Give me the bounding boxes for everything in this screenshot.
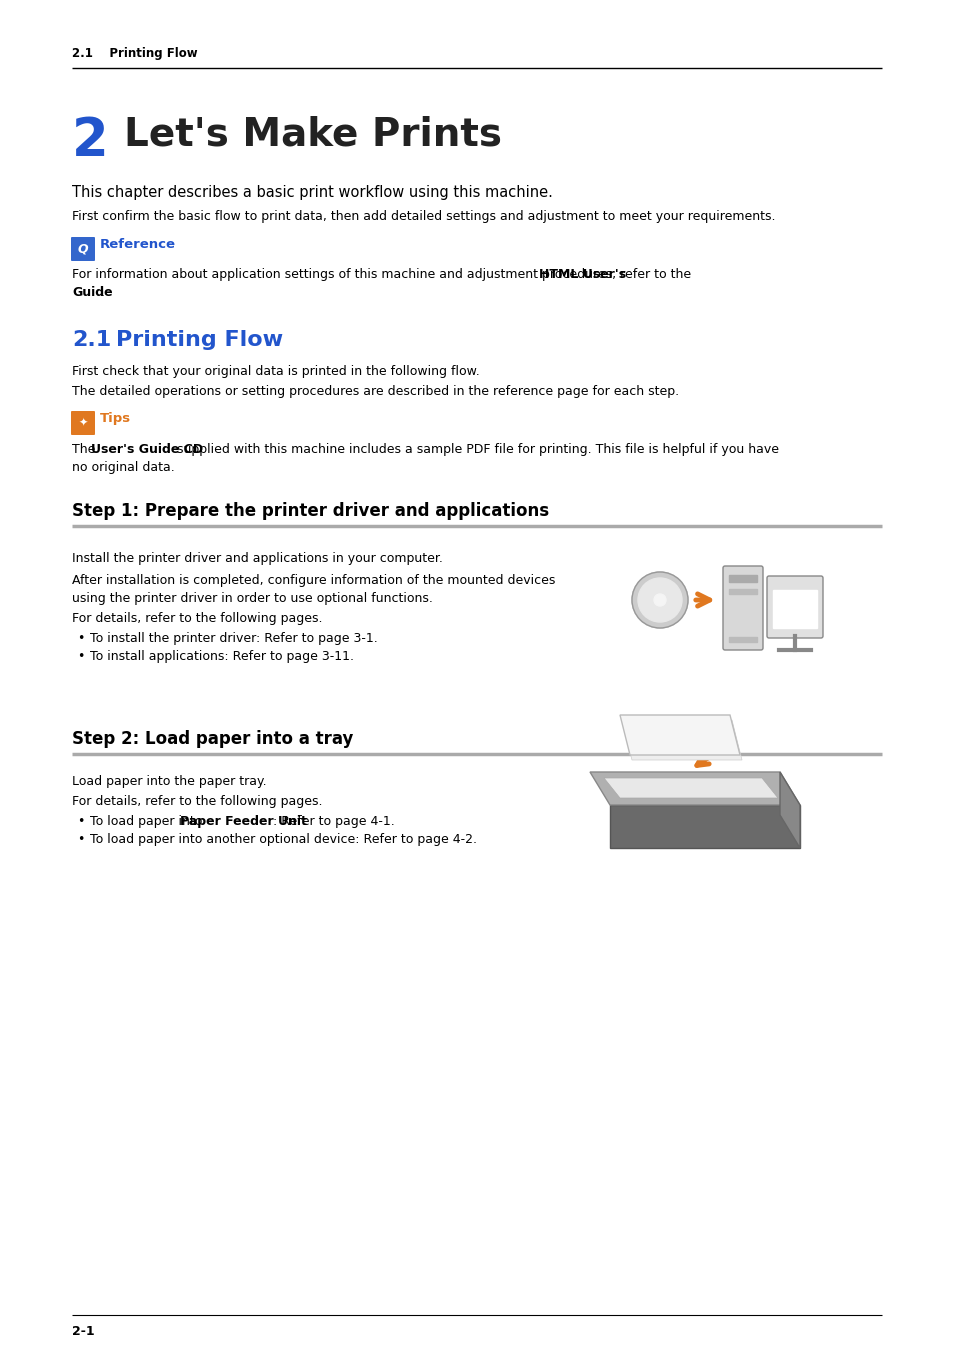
Text: 2: 2 — [71, 115, 109, 167]
Text: supplied with this machine includes a sample PDF file for printing. This file is: supplied with this machine includes a sa… — [173, 443, 779, 456]
Text: ✦: ✦ — [78, 418, 88, 428]
Bar — [728, 637, 757, 643]
Circle shape — [631, 572, 687, 628]
Text: •: • — [77, 632, 84, 645]
Text: •: • — [77, 815, 84, 828]
Text: The: The — [71, 443, 99, 456]
Text: •: • — [77, 833, 84, 846]
Text: Install the printer driver and applications in your computer.: Install the printer driver and applicati… — [71, 552, 442, 566]
Text: For details, refer to the following pages.: For details, refer to the following page… — [71, 612, 322, 625]
Polygon shape — [621, 720, 741, 760]
Polygon shape — [609, 805, 800, 848]
Bar — [728, 575, 757, 582]
Text: : Refer to page 4-1.: : Refer to page 4-1. — [273, 815, 395, 828]
Text: To load paper into another optional device: Refer to page 4-2.: To load paper into another optional devi… — [90, 833, 476, 846]
Text: •: • — [77, 649, 84, 663]
Text: Q: Q — [77, 243, 89, 255]
Circle shape — [654, 594, 665, 606]
Polygon shape — [619, 716, 740, 755]
Circle shape — [638, 578, 681, 622]
Text: Printing Flow: Printing Flow — [116, 329, 283, 350]
Text: After installation is completed, configure information of the mounted devices: After installation is completed, configu… — [71, 574, 555, 587]
Text: Tips: Tips — [100, 412, 131, 425]
Text: Guide: Guide — [71, 286, 112, 298]
Bar — [772, 590, 816, 628]
Text: Step 2: Load paper into a tray: Step 2: Load paper into a tray — [71, 730, 353, 748]
Text: User's Guide CD: User's Guide CD — [91, 443, 203, 456]
Text: HTML User's: HTML User's — [538, 269, 626, 281]
Text: This chapter describes a basic print workflow using this machine.: This chapter describes a basic print wor… — [71, 185, 553, 200]
FancyBboxPatch shape — [722, 566, 762, 649]
Text: Load paper into the paper tray.: Load paper into the paper tray. — [71, 775, 266, 788]
FancyBboxPatch shape — [766, 576, 822, 639]
Text: For details, refer to the following pages.: For details, refer to the following page… — [71, 795, 322, 809]
Bar — [728, 589, 757, 594]
Text: To install the printer driver: Refer to page 3-1.: To install the printer driver: Refer to … — [90, 632, 377, 645]
FancyBboxPatch shape — [71, 238, 95, 261]
Text: Let's Make Prints: Let's Make Prints — [124, 115, 501, 153]
Text: 2-1: 2-1 — [71, 1324, 94, 1338]
Text: .: . — [101, 286, 105, 298]
Text: First check that your original data is printed in the following flow.: First check that your original data is p… — [71, 364, 479, 378]
Text: For information about application settings of this machine and adjustment proced: For information about application settin… — [71, 269, 695, 281]
Text: To load paper into: To load paper into — [90, 815, 206, 828]
Polygon shape — [603, 778, 778, 798]
Polygon shape — [780, 772, 800, 848]
Text: First confirm the basic flow to print data, then add detailed settings and adjus: First confirm the basic flow to print da… — [71, 211, 775, 223]
Text: The detailed operations or setting procedures are described in the reference pag: The detailed operations or setting proce… — [71, 385, 679, 398]
Text: no original data.: no original data. — [71, 460, 174, 474]
Text: 2.1    Printing Flow: 2.1 Printing Flow — [71, 47, 197, 59]
FancyBboxPatch shape — [71, 410, 95, 435]
Text: 2.1: 2.1 — [71, 329, 112, 350]
Text: Step 1: Prepare the printer driver and applications: Step 1: Prepare the printer driver and a… — [71, 502, 549, 520]
Text: using the printer driver in order to use optional functions.: using the printer driver in order to use… — [71, 593, 433, 605]
Polygon shape — [589, 772, 800, 805]
Text: Paper Feeder Unit: Paper Feeder Unit — [179, 815, 306, 828]
Text: To install applications: Refer to page 3-11.: To install applications: Refer to page 3… — [90, 649, 354, 663]
Text: Reference: Reference — [100, 238, 175, 251]
